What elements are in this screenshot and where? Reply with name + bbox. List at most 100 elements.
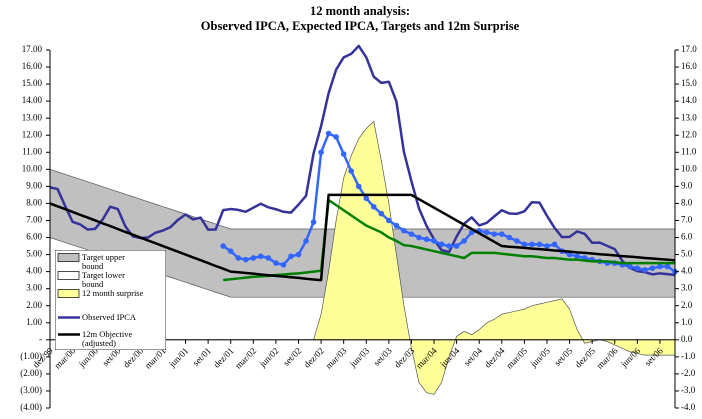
- y-tick-label: 2.00: [26, 300, 42, 310]
- marker: [378, 210, 385, 217]
- marker: [551, 241, 558, 248]
- marker: [544, 243, 550, 249]
- x-tick-label: set/02: [281, 346, 303, 368]
- y2-tick-label: 0.0: [681, 334, 693, 344]
- marker: [310, 219, 317, 225]
- marker: [265, 255, 272, 261]
- y-tick-label: 1.00: [26, 317, 42, 327]
- x-tick-label: mar/03: [323, 345, 348, 370]
- marker: [273, 260, 279, 266]
- y2-tick-label: -4.0: [681, 402, 696, 412]
- marker: [491, 231, 498, 237]
- y2-tick-label: 6.0: [681, 232, 693, 242]
- marker: [340, 151, 347, 157]
- marker: [649, 265, 656, 272]
- y-tick-label: 15.00: [22, 78, 43, 88]
- legend-swatch: [57, 289, 80, 298]
- y2-tick-label: 7.0: [681, 215, 693, 225]
- y-tick-label: 4.00: [26, 266, 42, 276]
- legend-entry: 12 month surprise: [82, 289, 144, 298]
- y2-tick-label: 2.0: [681, 300, 693, 310]
- y2-tick-label: 17.0: [681, 44, 697, 54]
- y2-tick-label: 16.0: [681, 61, 697, 71]
- marker: [363, 195, 370, 202]
- marker: [235, 255, 242, 261]
- marker: [514, 238, 520, 244]
- y-tick-label: 12.00: [22, 129, 43, 139]
- marker: [386, 217, 392, 224]
- y-tick-label: 6.00: [26, 232, 42, 242]
- x-tick-label: mar/05: [504, 345, 529, 370]
- y-tick-label: 10.00: [22, 163, 43, 173]
- marker: [657, 263, 663, 270]
- x-tick-label: mar/02: [233, 346, 258, 371]
- y-tick-label: 17.00: [22, 44, 43, 54]
- marker: [483, 229, 490, 236]
- y2-tick-label: -2.0: [681, 368, 696, 378]
- marker: [634, 265, 641, 272]
- marker: [521, 241, 528, 248]
- marker: [574, 253, 580, 260]
- marker: [446, 243, 452, 249]
- marker: [416, 234, 422, 241]
- legend-swatch: [57, 253, 80, 262]
- y2-tick-label: 12.0: [681, 129, 697, 139]
- y2-tick-label: 3.0: [681, 283, 693, 293]
- marker: [431, 238, 437, 244]
- marker: [453, 243, 460, 249]
- y2-tick-label: 8.0: [681, 197, 693, 207]
- marker: [529, 241, 535, 248]
- marker: [461, 238, 467, 244]
- x-tick-label: jun/03: [347, 345, 371, 369]
- x-tick-label: set/03: [371, 345, 394, 368]
- x-tick-label: jun/01: [166, 346, 190, 370]
- x-tick-label: dez/05: [573, 345, 597, 369]
- line: [49, 193, 676, 282]
- legend-label: 12m Objective (adjusted): [82, 330, 133, 348]
- legend-swatch: [57, 271, 80, 280]
- y-tick-label: (4.00): [20, 402, 42, 412]
- marker: [303, 238, 309, 244]
- y2-tick-label: 5.0: [681, 249, 693, 259]
- marker: [333, 134, 339, 140]
- marker: [566, 251, 573, 258]
- y2-tick-label: 13.0: [681, 112, 697, 122]
- marker: [288, 253, 294, 260]
- marker: [627, 263, 633, 270]
- legend-label: 12 month surprise: [82, 289, 144, 298]
- legend-entry: Target upper bound: [82, 253, 125, 270]
- x-tick-label: jun/02: [257, 346, 281, 370]
- legend-entry: Target lower bound: [82, 271, 125, 289]
- y-tick-label: 3.00: [26, 283, 42, 293]
- marker: [408, 231, 415, 237]
- y-tick-label: (3.00): [20, 385, 42, 395]
- marker: [227, 248, 234, 254]
- y-tick-label: 16.00: [22, 61, 43, 71]
- x-tick-label: set/01: [191, 346, 213, 368]
- marker: [370, 204, 377, 210]
- y2-tick-label: 11.0: [681, 146, 697, 156]
- marker: [242, 256, 249, 263]
- marker: [258, 253, 264, 260]
- x-tick-label: dez/04: [483, 345, 507, 369]
- y-tick-label: (2.00): [20, 368, 42, 378]
- legend-label: Target lower bound: [82, 271, 125, 289]
- marker: [355, 183, 362, 190]
- y2-tick-label: 9.0: [681, 180, 693, 190]
- marker: [536, 241, 543, 248]
- area: [313, 120, 676, 395]
- marker: [506, 234, 513, 241]
- marker: [401, 227, 407, 234]
- chart-subtitle: Observed IPCA, Expected IPCA, Targets an…: [201, 19, 520, 33]
- line: [223, 198, 675, 282]
- y-tick-label: 7.00: [26, 215, 42, 225]
- y2-tick-label: 10.0: [681, 163, 697, 173]
- marker: [295, 251, 302, 258]
- y-tick-label: 11.00: [22, 146, 42, 156]
- marker: [642, 267, 648, 273]
- y2-tick-label: 14.0: [681, 95, 697, 105]
- marker: [280, 262, 287, 268]
- marker: [250, 255, 257, 261]
